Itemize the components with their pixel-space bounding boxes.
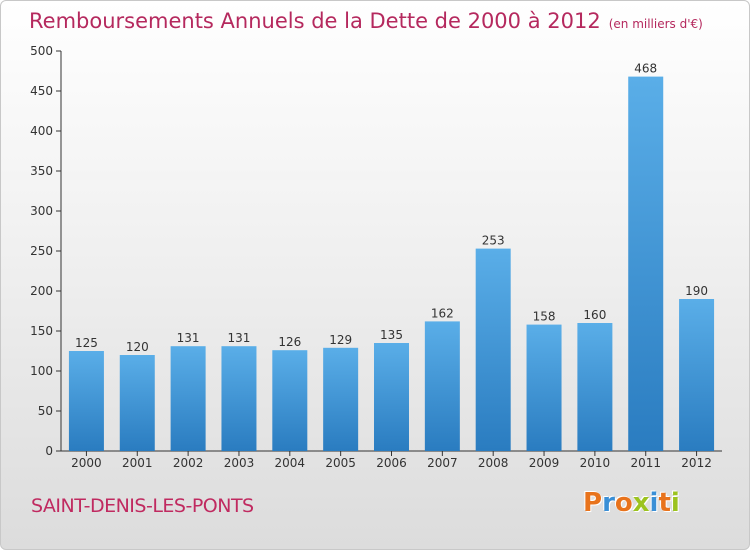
x-tick-label: 2004 xyxy=(275,456,306,470)
logo-letter: x xyxy=(632,488,650,518)
logo-letter: i xyxy=(670,488,680,518)
logo-letter: P xyxy=(583,488,603,518)
commune-name: SAINT-DENIS-LES-PONTS xyxy=(31,495,254,517)
y-tick-label: 250 xyxy=(30,244,53,258)
y-tick-label: 300 xyxy=(30,204,53,218)
chart-title: Remboursements Annuels de la Dette de 20… xyxy=(29,9,601,33)
chart-unit-label: (en milliers d'€) xyxy=(608,17,703,31)
bar xyxy=(68,351,104,451)
bar-value-label: 162 xyxy=(431,306,454,320)
y-tick-label: 450 xyxy=(30,84,53,98)
x-tick-label: 2009 xyxy=(529,456,560,470)
bar xyxy=(323,347,359,451)
bar-value-label: 160 xyxy=(583,308,606,322)
bar-value-label: 120 xyxy=(126,340,149,354)
x-tick-label: 2011 xyxy=(630,456,661,470)
x-tick-label: 2002 xyxy=(173,456,204,470)
y-tick-label: 500 xyxy=(30,44,53,58)
bar-value-label: 468 xyxy=(634,62,657,76)
x-tick-label: 2006 xyxy=(376,456,407,470)
bar-value-label: 125 xyxy=(75,336,98,350)
bar xyxy=(628,76,664,451)
x-tick-label: 2007 xyxy=(427,456,458,470)
chart-title-block: Remboursements Annuels de la Dette de 20… xyxy=(29,9,703,33)
bar-value-label: 135 xyxy=(380,328,403,342)
bar xyxy=(424,321,460,451)
y-tick-label: 200 xyxy=(30,284,53,298)
x-tick-label: 2012 xyxy=(681,456,712,470)
bar xyxy=(272,350,308,451)
bar xyxy=(119,355,155,451)
bar-value-label: 131 xyxy=(228,331,251,345)
x-tick-label: 2001 xyxy=(122,456,153,470)
bar xyxy=(374,343,409,451)
logo-letter: r xyxy=(602,488,615,518)
y-tick-label: 0 xyxy=(45,444,53,458)
bar-value-label: 131 xyxy=(177,331,200,345)
y-tick-label: 150 xyxy=(30,324,53,338)
bar-value-label: 129 xyxy=(329,333,352,347)
logo-letter: o xyxy=(614,488,633,518)
y-tick-label: 400 xyxy=(30,124,53,138)
x-tick-label: 2008 xyxy=(478,456,509,470)
y-tick-label: 100 xyxy=(30,364,53,378)
bar xyxy=(475,248,511,451)
bar xyxy=(221,346,257,451)
bar-value-label: 126 xyxy=(278,335,301,349)
proxiti-logo: Proxiti xyxy=(583,488,680,518)
logo-letter: t xyxy=(658,488,671,518)
bar xyxy=(679,299,715,451)
y-tick-label: 50 xyxy=(38,404,53,418)
bar xyxy=(577,323,613,451)
bar-value-label: 190 xyxy=(685,284,708,298)
bar xyxy=(526,324,562,451)
bar-value-label: 158 xyxy=(533,310,556,324)
bar-value-label: 253 xyxy=(482,234,505,248)
x-tick-label: 2005 xyxy=(325,456,356,470)
bar xyxy=(170,346,206,451)
y-tick-label: 350 xyxy=(30,164,53,178)
x-tick-label: 2010 xyxy=(580,456,611,470)
x-tick-label: 2003 xyxy=(224,456,255,470)
x-tick-label: 2000 xyxy=(71,456,102,470)
logo-letter: i xyxy=(649,488,659,518)
